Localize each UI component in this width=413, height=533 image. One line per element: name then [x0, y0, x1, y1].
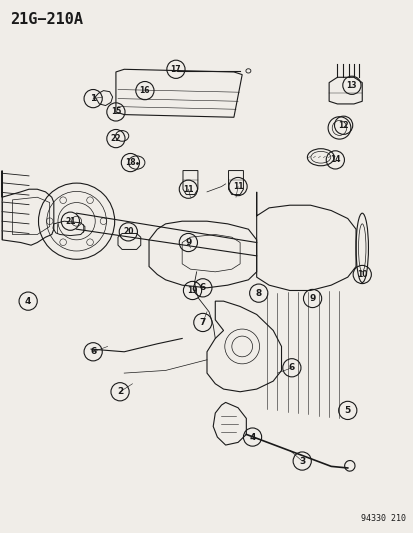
Text: 17: 17: [170, 65, 181, 74]
Text: 12: 12: [337, 121, 348, 130]
Text: 10: 10: [356, 270, 367, 279]
Text: 6: 6: [90, 348, 96, 356]
Text: 21: 21: [65, 217, 76, 225]
Text: 1: 1: [90, 94, 96, 103]
Text: 22: 22: [110, 134, 121, 143]
Text: 20: 20: [123, 228, 133, 236]
Text: 2: 2: [116, 387, 123, 396]
Text: 21G−210A: 21G−210A: [10, 12, 83, 27]
Text: 15: 15: [110, 108, 121, 116]
Text: 6: 6: [199, 284, 206, 292]
Text: 19: 19: [187, 286, 197, 295]
Text: 9: 9: [309, 294, 315, 303]
Text: 9: 9: [185, 238, 191, 247]
Text: 11: 11: [232, 182, 243, 191]
Text: 94330 210: 94330 210: [360, 514, 405, 523]
Text: 3: 3: [298, 457, 305, 465]
Text: 14: 14: [329, 156, 340, 164]
Text: 16: 16: [139, 86, 150, 95]
Text: 4: 4: [25, 297, 31, 305]
Text: 8: 8: [255, 289, 261, 297]
Text: 18: 18: [125, 158, 135, 167]
Text: 5: 5: [344, 406, 350, 415]
Text: 11: 11: [183, 185, 193, 193]
Text: 7: 7: [199, 318, 206, 327]
Text: 4: 4: [249, 433, 255, 441]
Text: 6: 6: [288, 364, 294, 372]
Text: 13: 13: [346, 81, 356, 90]
